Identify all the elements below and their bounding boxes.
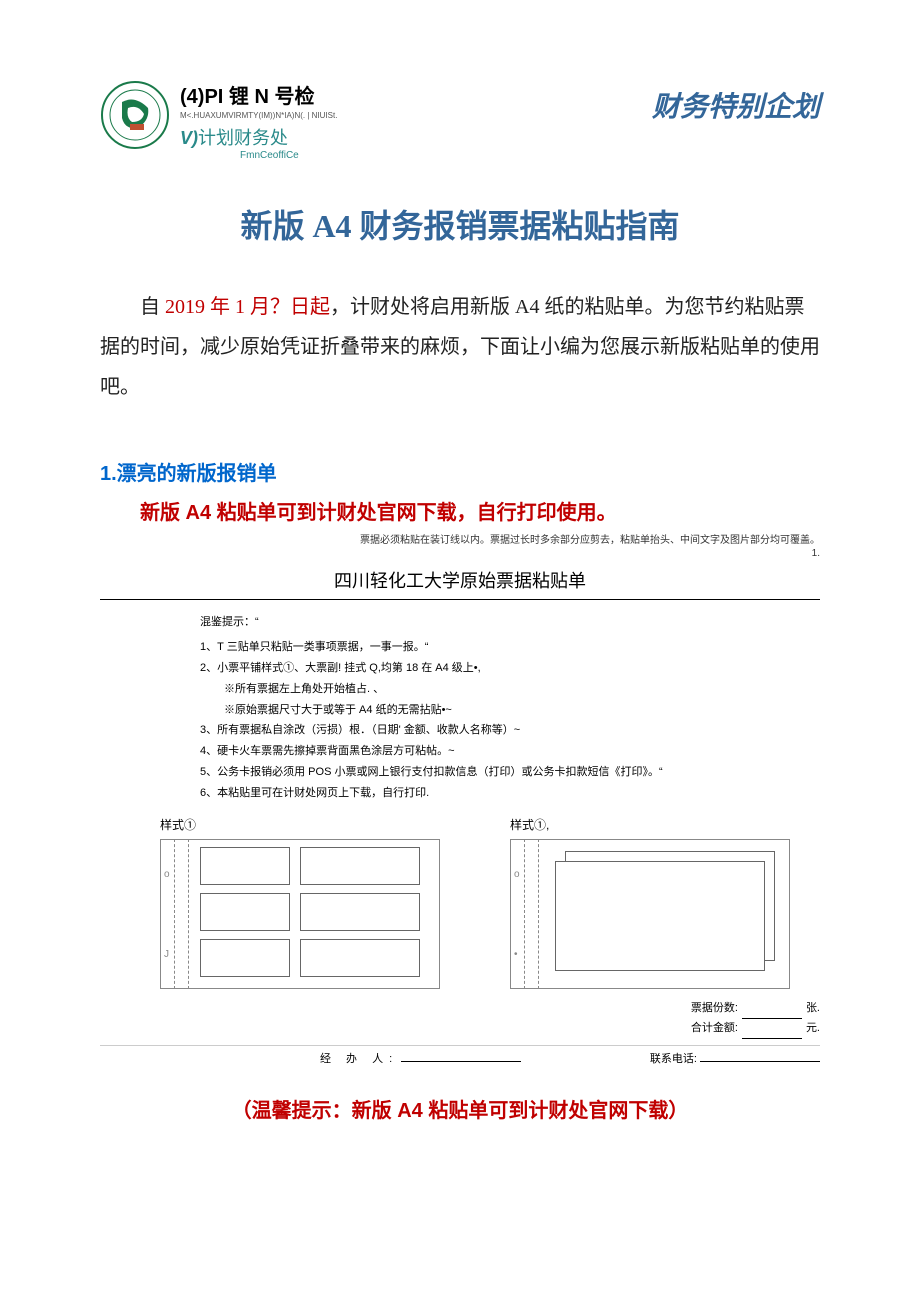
header-text-block: (4)PI 锂 N 号检 M<.HUAXUMVIRMTY(IM))N*IA)N(… [180, 80, 642, 161]
sum-field [742, 1019, 802, 1039]
phone-field [700, 1061, 820, 1062]
header-line2-prefix: V) [180, 128, 198, 148]
form-footer: 票据份数: 张. 合计金额: 元. 经 办 人: 联系电话: [100, 999, 820, 1066]
style1-col: 样式① o J [160, 816, 470, 989]
style2-diagram: o • [510, 839, 790, 989]
tip-5: 5、公务卡报销必须用 POS 小票或网上银行支付扣款信息（打印）或公务卡扣款短信… [200, 762, 820, 783]
tips-block: 混鉴提示：“ 1、T 三贴单只粘贴一类事项票据，一事一报。“ 2、小票平铺样式①… [200, 612, 820, 804]
tip-note-1: ※所有票据左上角处开始植占. 、 [224, 679, 820, 700]
style1-label: 样式① [160, 816, 470, 833]
university-logo [100, 80, 170, 150]
tips-header: 混鉴提示：“ [200, 612, 820, 633]
header-small: M<.HUAXUMVIRMTY(IM))N*IA)N(. | NIUISt. [180, 111, 642, 120]
tip-1: 1、T 三贴单只粘贴一类事项票据，一事一报。“ [200, 637, 820, 658]
tip-4: 4、硬卡火车票需先擦掉票背面黑色涂层方可粘帖。~ [200, 741, 820, 762]
tip-6: 6、本粘贴里可在计财处网页上下载，自行打印. [200, 783, 820, 804]
header-line1: (4)PI 锂 N 号检 [180, 80, 642, 109]
intro-date: 2019 年 1 月？日起 [165, 296, 330, 318]
header-line2-text: 计划财务处 [198, 128, 288, 148]
intro-paragraph: 自 2019 年 1 月？日起，计财处将启用新版 A4 纸的粘贴单。为您节约粘贴… [100, 287, 820, 407]
section1-sub: 新版 A4 粘贴单可到计财处官网下载，自行打印使用。 [100, 496, 820, 525]
count-field [742, 999, 802, 1019]
sum-label: 合计金额: [691, 1019, 738, 1039]
form-title: 四川轻化工大学原始票据粘贴单 [100, 567, 820, 600]
style2-col: 样式①, o • [510, 816, 820, 989]
fine-note2: 1. [100, 548, 820, 559]
fine-note: 票据必须粘贴在装订线以内。票据过长时多余部分应剪去，粘贴单抬头、中间文字及图片部… [100, 531, 820, 546]
style2-label: 样式①, [510, 816, 820, 833]
style1-diagram: o J [160, 839, 440, 989]
header-line2: V)计划财务处 [180, 124, 642, 150]
page-title: 新版 A4 财务报销票据粘贴指南 [100, 201, 820, 247]
style-samples-row: 样式① o J 样式①, o • [160, 816, 820, 989]
count-label: 票据份数: [691, 999, 738, 1019]
phone-label: 联系电话: [650, 1053, 697, 1065]
tip-3: 3、所有票据私自涂改（污损）根．（日期' 金额、收款人名称等）~ [200, 720, 820, 741]
final-note: （温馨提示：新版 A4 粘贴单可到计财处官网下载） [100, 1094, 820, 1123]
header-right: 财务特别企划 [652, 85, 820, 125]
tip-note-2: ※原始票据尺寸大于或等于 A4 纸的无需拈贴•~ [224, 700, 820, 721]
handler-field [401, 1061, 521, 1062]
tip-2: 2、小票平铺样式①、大票副! 挂式 Q,均第 18 在 A4 级上•, [200, 658, 820, 679]
header-line2-sub: FmnCeoffiCe [240, 150, 642, 161]
sum-unit: 元. [806, 1019, 820, 1039]
handler-label: 经 办 人: [320, 1053, 398, 1065]
page-header: (4)PI 锂 N 号检 M<.HUAXUMVIRMTY(IM))N*IA)N(… [100, 80, 820, 161]
count-unit: 张. [806, 999, 820, 1019]
section1-heading: 1.漂亮的新版报销单 [100, 457, 820, 486]
intro-a: 自 [140, 296, 165, 318]
